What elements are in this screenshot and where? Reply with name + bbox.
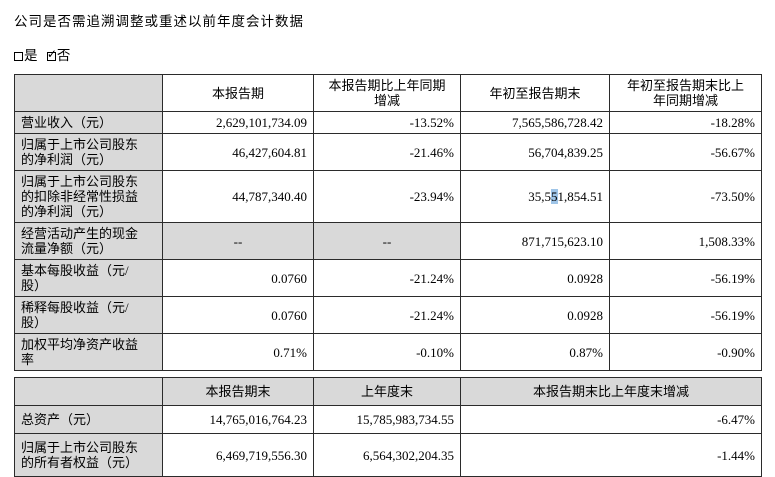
col-header-prior-year-end: 上年度末 — [313, 377, 461, 406]
cell-yoy: -0.10% — [313, 333, 461, 371]
option-yes-label: 是 — [24, 48, 38, 63]
cell-yoy: -13.52% — [313, 111, 461, 134]
row-equity-attributable: 归属于上市公司股东 的所有者权益（元） 6,469,719,556.30 6,5… — [14, 433, 762, 477]
cell-ytd-yoy: -56.19% — [609, 259, 762, 297]
cell-current: 44,787,340.40 — [162, 170, 314, 223]
row-label: 加权平均净资产收益 率 — [14, 333, 163, 371]
col-header-current-period: 本报告期 — [162, 74, 314, 112]
period-table-header-row: 本报告期 本报告期比上年同期 增减 年初至报告期末 年初至报告期末比上 年同期增… — [14, 74, 762, 112]
row-weighted-avg-roe: 加权平均净资产收益 率 0.71% -0.10% 0.87% -0.90% — [14, 333, 762, 371]
cell-change: -6.47% — [460, 405, 762, 434]
period-metrics-table: 本报告期 本报告期比上年同期 增减 年初至报告期末 年初至报告期末比上 年同期增… — [14, 74, 762, 371]
yearend-metrics-table: 本报告期末 上年度末 本报告期末比上年度末增减 总资产（元） 14,765,01… — [14, 377, 762, 477]
col-header-ytd-yoy-change: 年初至报告期末比上 年同期增减 — [609, 74, 762, 112]
col-header-period-end-change: 本报告期末比上年度末增减 — [460, 377, 762, 406]
row-label: 经营活动产生的现金 流量净额（元） — [14, 222, 163, 260]
cell-ytd-yoy: -56.67% — [609, 133, 762, 171]
blank-header-cell — [14, 377, 163, 406]
row-operating-revenue: 营业收入（元） 2,629,101,734.09 -13.52% 7,565,5… — [14, 111, 762, 134]
yearend-table-header-row: 本报告期末 上年度末 本报告期末比上年度末增减 — [14, 377, 762, 406]
cell-current: 0.0760 — [162, 296, 314, 334]
cell-prior-year-end: 6,564,302,204.35 — [313, 433, 461, 477]
cell-yoy: -- — [313, 222, 461, 260]
option-no: ✓ 否 — [46, 44, 71, 64]
row-label: 归属于上市公司股东 的所有者权益（元） — [14, 433, 163, 477]
selection-highlight: 5 — [551, 189, 558, 204]
cell-current: 2,629,101,734.09 — [162, 111, 314, 134]
cell-current: 0.0760 — [162, 259, 314, 297]
row-label: 营业收入（元） — [14, 111, 163, 134]
row-net-profit-excl-nonrecurring: 归属于上市公司股东 的扣除非经常性损益 的净利润（元） 44,787,340.4… — [14, 170, 762, 223]
row-operating-cash-flow: 经营活动产生的现金 流量净额（元） -- -- 871,715,623.10 1… — [14, 222, 762, 260]
option-yes: 是 — [14, 44, 38, 64]
cell-ytd: 0.0928 — [460, 296, 610, 334]
cell-ytd: 0.0928 — [460, 259, 610, 297]
restatement-options: 是 ✓ 否 — [14, 44, 761, 64]
cell-period-end: 6,469,719,556.30 — [162, 433, 314, 477]
row-label: 总资产（元） — [14, 405, 163, 434]
value-prefix: 35,5 — [528, 189, 551, 204]
cell-period-end: 14,765,016,764.23 — [162, 405, 314, 434]
row-diluted-eps: 稀释每股收益（元/ 股） 0.0760 -21.24% 0.0928 -56.1… — [14, 296, 762, 334]
row-label: 基本每股收益（元/ 股） — [14, 259, 163, 297]
col-header-ytd: 年初至报告期末 — [460, 74, 610, 112]
cell-prior-year-end: 15,785,983,734.55 — [313, 405, 461, 434]
cell-yoy: -21.46% — [313, 133, 461, 171]
option-no-label: 否 — [56, 48, 71, 63]
row-net-profit-attributable: 归属于上市公司股东 的净利润（元） 46,427,604.81 -21.46% … — [14, 133, 762, 171]
value-suffix: 1,854.51 — [557, 189, 604, 204]
checkbox-unchecked-icon — [14, 52, 23, 61]
cell-current: 46,427,604.81 — [162, 133, 314, 171]
cell-yoy: -21.24% — [313, 259, 461, 297]
row-label: 归属于上市公司股东 的净利润（元） — [14, 133, 163, 171]
cell-yoy: -23.94% — [313, 170, 461, 223]
cell-ytd-yoy: -18.28% — [609, 111, 762, 134]
row-label: 归属于上市公司股东 的扣除非经常性损益 的净利润（元） — [14, 170, 163, 223]
col-header-period-end: 本报告期末 — [162, 377, 314, 406]
cell-ytd-yoy: -56.19% — [609, 296, 762, 334]
cell-ytd: 35,551,854.51 — [460, 170, 610, 223]
restatement-question: 公司是否需追溯调整或重述以前年度会计数据 — [14, 14, 304, 29]
row-total-assets: 总资产（元） 14,765,016,764.23 15,785,983,734.… — [14, 405, 762, 434]
row-basic-eps: 基本每股收益（元/ 股） 0.0760 -21.24% 0.0928 -56.1… — [14, 259, 762, 297]
cell-ytd-yoy: -73.50% — [609, 170, 762, 223]
blank-header-cell — [14, 74, 163, 112]
cell-change: -1.44% — [460, 433, 762, 477]
cell-ytd: 871,715,623.10 — [460, 222, 610, 260]
cell-ytd-yoy: -0.90% — [609, 333, 762, 371]
checkbox-checked-icon: ✓ — [46, 48, 57, 61]
cell-ytd-yoy: 1,508.33% — [609, 222, 762, 260]
cell-ytd: 0.87% — [460, 333, 610, 371]
col-header-yoy-change: 本报告期比上年同期 增减 — [313, 74, 461, 112]
cell-ytd: 7,565,586,728.42 — [460, 111, 610, 134]
cell-ytd: 56,704,839.25 — [460, 133, 610, 171]
cell-yoy: -21.24% — [313, 296, 461, 334]
check-glyph: ✓ — [46, 47, 57, 61]
cell-current: -- — [162, 222, 314, 260]
row-label: 稀释每股收益（元/ 股） — [14, 296, 163, 334]
cell-current: 0.71% — [162, 333, 314, 371]
